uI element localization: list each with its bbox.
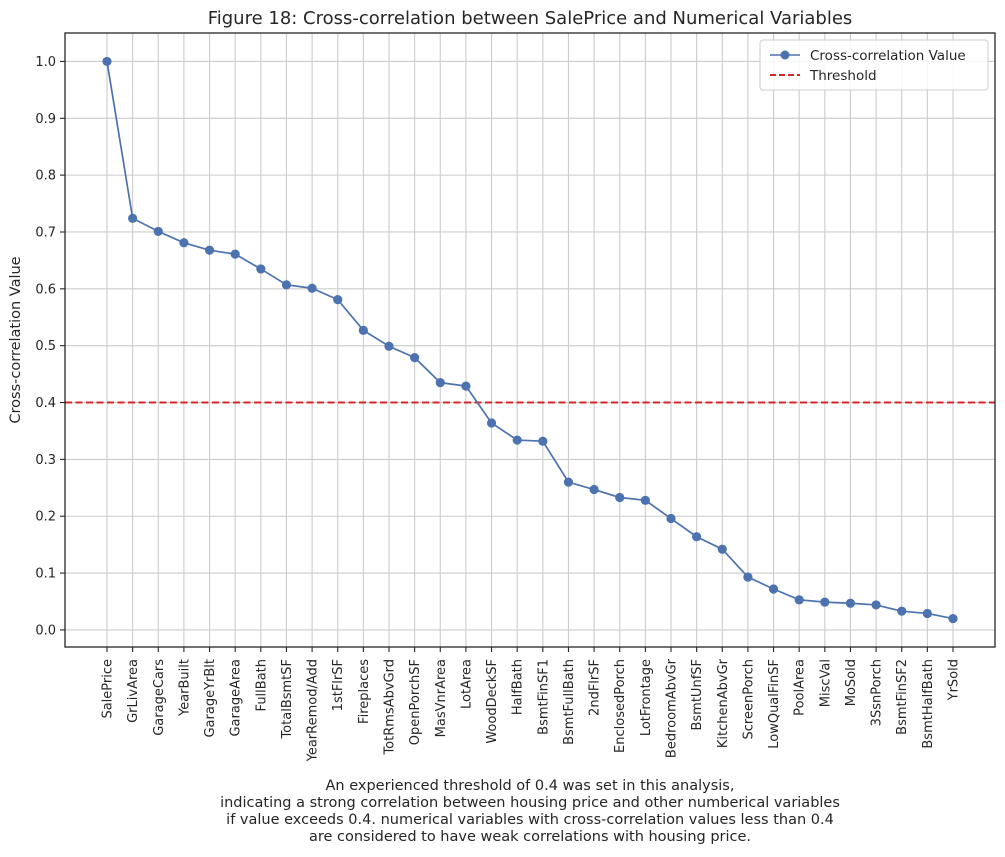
- data-point: [897, 606, 907, 616]
- x-tick-label: BsmtFullBath: [562, 659, 577, 745]
- data-point: [307, 283, 317, 293]
- y-axis-label: Cross-correlation Value: [8, 256, 24, 423]
- data-point: [922, 608, 932, 619]
- x-tick-label: KitchenAbvGr: [716, 658, 731, 748]
- caption: An experienced threshold of 0.4 was set …: [220, 778, 840, 845]
- data-point: [486, 418, 497, 428]
- y-tick-label: 0.4: [35, 396, 56, 411]
- y-tick-label: 1.0: [35, 55, 56, 70]
- x-tick-label: HalfBath: [511, 659, 526, 715]
- series-line: [106, 61, 954, 620]
- x-tick-label: GrLivArea: [126, 659, 141, 723]
- data-point: [948, 613, 958, 624]
- x-tick-label: BsmtFinSF1: [536, 659, 551, 735]
- data-point: [768, 584, 779, 594]
- x-tick-label: ScreenPorch: [741, 659, 756, 739]
- data-point: [538, 436, 548, 446]
- data-point: [692, 532, 702, 542]
- x-tick-label: WoodDeckSF: [485, 659, 500, 744]
- data-point: [563, 477, 574, 487]
- data-point: [820, 597, 830, 607]
- data-point: [204, 245, 215, 255]
- legend-box: [759, 39, 989, 91]
- caption-line-3: if value exceeds 0.4. numerical variable…: [226, 812, 834, 828]
- x-tick-label: BsmtUnfSF: [690, 659, 705, 731]
- chart-title: Figure 18: Cross-correlation between Sal…: [208, 8, 853, 29]
- x-tick-label: BedroomAbvGr: [665, 658, 680, 758]
- x-tick-label: LowQualFinSF: [767, 659, 782, 749]
- y-axis: 0.0 0.1 0.2 0.3 0.4 0.5 0.6 0.7 0.8 0.9 1.0: [35, 55, 65, 638]
- data-point: [128, 213, 138, 223]
- x-tick-label: Fireplaces: [357, 659, 372, 724]
- legend: Cross-correlation Value Threshold: [759, 39, 989, 91]
- legend-label-series: Cross-correlation Value: [810, 48, 966, 64]
- data-point: [461, 381, 471, 391]
- data-point: [230, 249, 240, 259]
- x-tick-label: TotRmsAbvGrd: [383, 659, 398, 756]
- caption-line-4: are considered to have weak correlations…: [309, 829, 751, 845]
- y-tick-label: 0.9: [35, 112, 56, 127]
- x-tick-label: MasVnrArea: [434, 659, 449, 737]
- y-tick-label: 0.3: [35, 453, 56, 468]
- data-point: [615, 492, 625, 503]
- y-tick-label: 0.1: [35, 567, 56, 582]
- y-tick-label: 0.6: [35, 282, 56, 297]
- data-point: [717, 544, 727, 554]
- y-tick-label: 0.2: [35, 510, 56, 525]
- x-tick-label: TotalBsmtSF: [280, 659, 295, 740]
- data-point: [333, 295, 343, 305]
- data-point: [512, 435, 522, 445]
- x-tick-label: YearBuilt: [177, 659, 192, 717]
- x-tick-label: GarageYrBlt: [203, 659, 218, 738]
- x-tick-label: OpenPorchSF: [408, 659, 423, 745]
- x-tick-label: 2ndFlrSF: [588, 659, 603, 716]
- legend-label-threshold: Threshold: [809, 68, 877, 84]
- x-tick-label: YrSold: [947, 659, 962, 701]
- data-point: [845, 598, 856, 608]
- data-point: [640, 495, 650, 505]
- caption-line-2: indicating a strong correlation between …: [220, 795, 840, 811]
- data-point: [410, 353, 420, 363]
- plot-frame: [64, 32, 996, 648]
- y-tick-label: 0.0: [35, 623, 56, 638]
- grid: [65, 33, 995, 647]
- caption-line-1: An experienced threshold of 0.4 was set …: [326, 778, 735, 794]
- data-point: [666, 513, 676, 524]
- data-point: [794, 595, 804, 605]
- data-point: [256, 264, 266, 274]
- x-tick-label: LotArea: [459, 659, 474, 709]
- x-tick-label: GarageCars: [152, 659, 167, 736]
- x-tick-label: FullBath: [254, 659, 269, 711]
- x-tick-label: GarageArea: [229, 659, 244, 737]
- data-point: [358, 325, 368, 335]
- x-tick-label: YearRemod/Add: [306, 659, 321, 762]
- data-point: [179, 238, 189, 248]
- data-point: [589, 484, 599, 495]
- x-tick-label: EnclosedPorch: [613, 659, 628, 753]
- data-point: [435, 378, 445, 388]
- x-tick-label: LotFrontage: [639, 659, 654, 736]
- data-point: [281, 280, 292, 290]
- data-point: [153, 226, 163, 237]
- x-tick-label: MoSold: [844, 659, 859, 706]
- legend-marker-swatch: [780, 50, 790, 60]
- x-tick-label: 3SsnPorch: [870, 659, 885, 726]
- x-tick-label: 1stFlrSF: [331, 659, 346, 711]
- data-point: [102, 56, 112, 67]
- x-tick-label: MiscVal: [818, 659, 833, 707]
- series-layer: [102, 56, 958, 624]
- data-point: [743, 572, 753, 582]
- y-tick-label: 0.8: [35, 169, 56, 184]
- y-tick-label: 0.7: [35, 225, 56, 240]
- x-axis: SalePrice GrLivArea GarageCars YearBuilt Gar…: [101, 647, 962, 762]
- data-point: [384, 341, 394, 351]
- x-tick-label: PoolArea: [793, 659, 808, 716]
- x-tick-label: BsmtFinSF2: [895, 659, 910, 735]
- x-tick-label: BsmtHalfBath: [921, 659, 936, 749]
- y-tick-label: 0.5: [35, 339, 56, 354]
- x-tick-label: SalePrice: [101, 659, 116, 719]
- data-point: [871, 600, 881, 610]
